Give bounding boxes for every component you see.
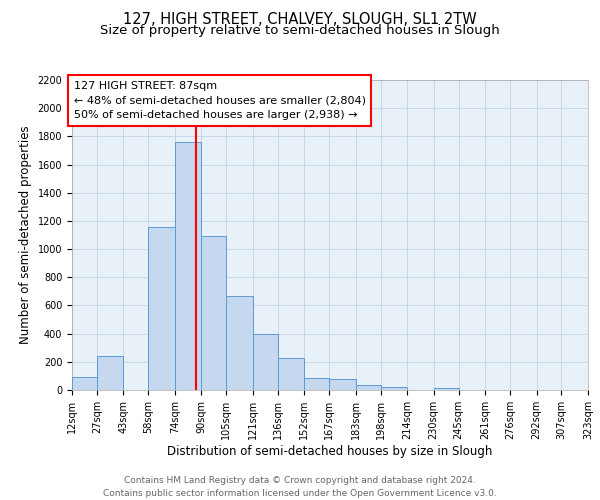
Bar bbox=[253, 334, 278, 390]
Bar bbox=[278, 358, 304, 390]
Text: Size of property relative to semi-detached houses in Slough: Size of property relative to semi-detach… bbox=[100, 24, 500, 37]
Bar bbox=[304, 378, 329, 390]
Y-axis label: Number of semi-detached properties: Number of semi-detached properties bbox=[19, 126, 32, 344]
Bar bbox=[380, 387, 407, 390]
Bar bbox=[226, 296, 253, 390]
Bar bbox=[202, 236, 226, 390]
Bar bbox=[175, 142, 202, 390]
Text: 127, HIGH STREET, CHALVEY, SLOUGH, SL1 2TW: 127, HIGH STREET, CHALVEY, SLOUGH, SL1 2… bbox=[123, 12, 477, 28]
Bar bbox=[72, 378, 97, 390]
Text: Contains HM Land Registry data © Crown copyright and database right 2024.
Contai: Contains HM Land Registry data © Crown c… bbox=[103, 476, 497, 498]
X-axis label: Distribution of semi-detached houses by size in Slough: Distribution of semi-detached houses by … bbox=[167, 444, 493, 458]
Bar bbox=[356, 385, 380, 390]
Bar bbox=[97, 356, 124, 390]
Text: 127 HIGH STREET: 87sqm
← 48% of semi-detached houses are smaller (2,804)
50% of : 127 HIGH STREET: 87sqm ← 48% of semi-det… bbox=[74, 80, 365, 120]
Bar bbox=[434, 388, 458, 390]
Bar bbox=[329, 380, 356, 390]
Bar bbox=[148, 226, 175, 390]
